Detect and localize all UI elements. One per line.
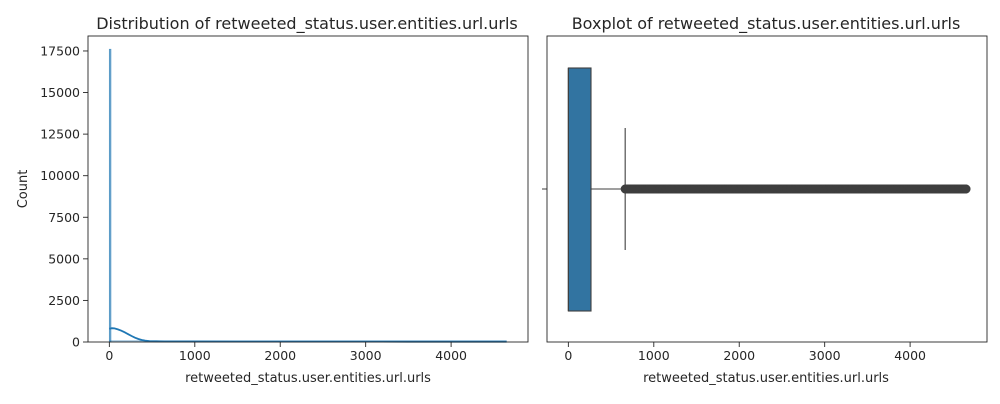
histogram-ytick-label: 10000 [40,168,80,183]
boxplot-outlier [961,184,971,194]
histogram-ytick-label: 17500 [40,43,80,58]
histogram-xtick-label: 2000 [264,348,296,363]
boxplot-xticks: 0 1000 2000 3000 4000 [564,342,926,363]
histogram-xtick-label: 0 [105,348,113,363]
histogram-axes-frame [87,35,529,343]
histogram-panel: Distribution of retweeted_status.user.en… [16,14,529,386]
boxplot-outliers [620,184,971,194]
histogram-yticks: 0 2500 5000 7500 10000 12500 15000 17500 [40,43,88,350]
histogram-xtick-label: 4000 [435,348,467,363]
histogram-xtick-label: 3000 [350,348,382,363]
histogram-bar [108,48,112,343]
histogram-ylabel: Count [16,170,31,209]
kde-curve [109,327,507,343]
boxplot-plot-area [567,67,971,312]
boxplot-box [567,67,592,312]
histogram-ytick-label: 7500 [48,210,80,225]
histogram-plot-area [108,48,507,343]
boxplot-xtick-label: 1000 [638,348,670,363]
histogram-ytick-label: 12500 [40,127,80,142]
histogram-title: Distribution of retweeted_status.user.en… [96,14,518,34]
histogram-xticks: 0 1000 2000 3000 4000 [105,342,467,363]
boxplot-title: Boxplot of retweeted_status.user.entitie… [572,14,961,34]
histogram-ytick-label: 0 [72,335,80,350]
histogram-ytick-label: 5000 [48,251,80,266]
boxplot-xtick-label: 3000 [809,348,841,363]
histogram-ytick-label: 15000 [40,85,80,100]
boxplot-xtick-label: 0 [564,348,572,363]
histogram-ytick-label: 2500 [48,293,80,308]
boxplot-xlabel: retweeted_status.user.entities.url.urls [643,371,889,386]
histogram-xtick-label: 1000 [179,348,211,363]
boxplot-xtick-label: 2000 [723,348,755,363]
boxplot-xtick-label: 4000 [894,348,926,363]
boxplot-panel: Boxplot of retweeted_status.user.entitie… [542,14,988,386]
histogram-xlabel: retweeted_status.user.entities.url.urls [185,371,431,386]
